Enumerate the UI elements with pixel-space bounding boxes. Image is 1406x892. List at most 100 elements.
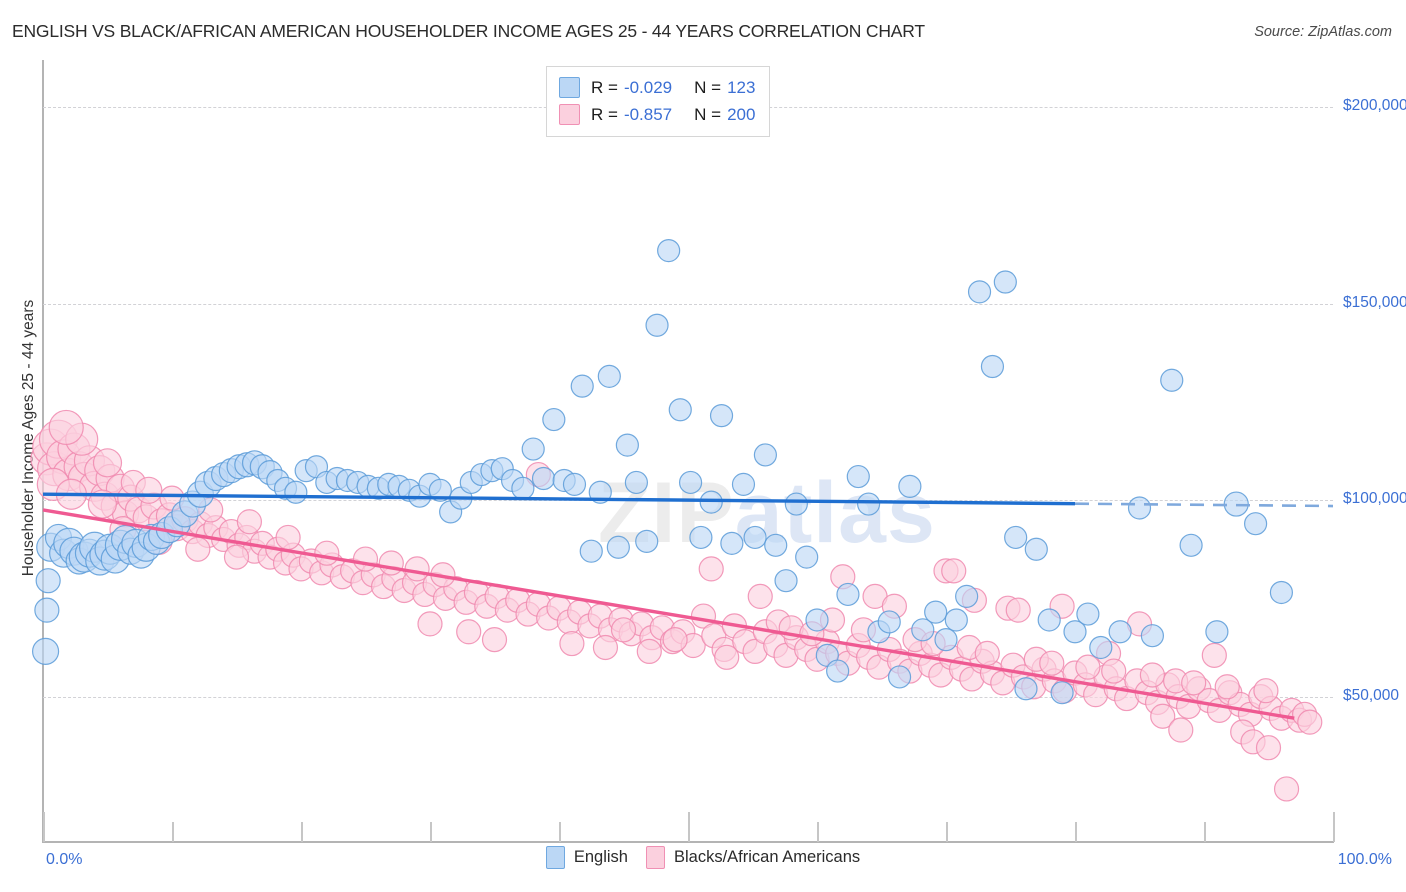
scatter-point: [1037, 608, 1061, 632]
scatter-point: [1273, 776, 1300, 802]
scatter-point: [1168, 717, 1194, 743]
r-value-blacks-african-americans: -0.857: [623, 104, 673, 124]
scatter-point: [805, 608, 829, 632]
r-label-english: R =: [591, 77, 618, 97]
legend-swatch-blacks-african-americans: [559, 104, 580, 125]
scatter-point: [1076, 602, 1100, 626]
scatter-point: [1255, 735, 1282, 761]
series-english: [31, 238, 1294, 705]
scatter-point: [223, 544, 250, 570]
trendline-blacks-african-americans: [42, 508, 1295, 720]
scatter-point: [714, 644, 740, 670]
x-axis-tick: [430, 822, 432, 842]
scatter-point: [764, 533, 788, 557]
scatter-point: [481, 627, 508, 653]
scatter-point: [1089, 635, 1113, 660]
scatter-point: [774, 569, 798, 593]
scatter-point: [1050, 681, 1074, 705]
legend-item-english[interactable]: English: [545, 846, 628, 869]
stats-row-blacks-african-americans: R = -0.857 N = 200: [559, 101, 755, 128]
scatter-point: [698, 556, 724, 582]
trendline-english: [42, 492, 1076, 506]
scatter-point: [615, 433, 639, 457]
scatter-point: [635, 529, 659, 553]
scatter-point: [314, 540, 340, 566]
scatter-point: [1253, 678, 1279, 704]
scatter-point: [967, 280, 992, 304]
scatter-point: [898, 474, 922, 498]
trendline-english-extrapolated: [1074, 502, 1334, 508]
scatter-point: [521, 437, 545, 461]
scatter-point: [668, 398, 692, 422]
scatter-point: [1269, 580, 1294, 605]
scatter-point: [689, 525, 713, 550]
scatter-point: [1297, 709, 1323, 735]
r-value-english: -0.029: [623, 77, 673, 97]
scatter-point: [662, 627, 688, 653]
x-axis-tick: [688, 812, 690, 842]
scatter-point: [511, 476, 535, 500]
legend-label-blacks-african-americans: Blacks/African Americans: [673, 848, 861, 866]
scatter-point: [974, 640, 1000, 666]
scatter-point: [1101, 658, 1127, 684]
scatter-point: [887, 665, 912, 689]
x-axis-tick: [1204, 822, 1206, 842]
scatter-point: [31, 637, 60, 666]
scatter-point: [417, 611, 443, 637]
scatter-point: [836, 582, 860, 607]
scatter-points-layer: [30, 238, 1334, 802]
legend-item-blacks-african-americans[interactable]: Blacks/African Americans: [645, 846, 861, 869]
scatter-point: [597, 364, 621, 388]
scatter-point: [1024, 537, 1048, 561]
n-label-english: N =: [694, 77, 722, 97]
scatter-point: [606, 535, 630, 559]
n-value-blacks-african-americans: 200: [727, 104, 756, 124]
scatter-point: [826, 659, 850, 683]
series-legend: English Blacks/African Americans: [0, 846, 1406, 869]
scatter-point: [1004, 525, 1028, 550]
scatter-point: [284, 480, 308, 504]
scatter-point: [562, 472, 587, 496]
y-axis-tick-label: $100,000: [1343, 490, 1406, 508]
scatter-point: [657, 238, 681, 263]
scatter-point: [1005, 597, 1031, 623]
scatter-point: [34, 597, 60, 623]
scatter-point: [1243, 512, 1268, 536]
scatter-point: [753, 443, 778, 467]
source-attribution: Source: ZipAtlas.com: [1254, 24, 1392, 40]
scatter-point: [92, 448, 123, 478]
scatter-point: [135, 476, 163, 504]
scatter-point: [645, 313, 669, 337]
scatter-point: [846, 464, 870, 489]
x-axis-min-label: 0.0%: [46, 851, 83, 868]
correlation-stats-legend: R = -0.029 N = 123 R = -0.857 N = 200: [546, 66, 771, 137]
scatter-point: [709, 404, 734, 428]
scatter-point: [1039, 650, 1065, 676]
page-title: ENGLISH VS BLACK/AFRICAN AMERICAN HOUSEH…: [12, 21, 925, 41]
x-axis-tick: [172, 822, 174, 842]
x-axis-tick: [43, 812, 45, 842]
scatter-point: [993, 270, 1017, 294]
gridline: [43, 696, 1333, 698]
x-axis-tick: [559, 822, 561, 842]
scatter-point: [911, 618, 935, 642]
scatter-point: [542, 407, 566, 432]
scatter-point: [784, 492, 808, 516]
scatter-point: [87, 489, 117, 519]
scatter-point: [456, 619, 482, 645]
scatter-point: [1014, 677, 1038, 701]
scatter-point: [352, 546, 379, 572]
gridline: [43, 303, 1333, 305]
scatter-point: [941, 558, 967, 584]
scatter-point: [624, 470, 649, 495]
x-axis-max-label: 100.0%: [1337, 851, 1392, 868]
scatter-point: [35, 568, 61, 594]
scatter-point: [378, 550, 404, 576]
scatter-point: [570, 374, 594, 398]
y-axis-tick-label: $150,000: [1343, 293, 1406, 311]
x-axis-tick: [1075, 822, 1077, 842]
scatter-point: [720, 531, 744, 555]
legend-swatch-english: [559, 77, 580, 98]
scatter-point: [1108, 620, 1132, 644]
